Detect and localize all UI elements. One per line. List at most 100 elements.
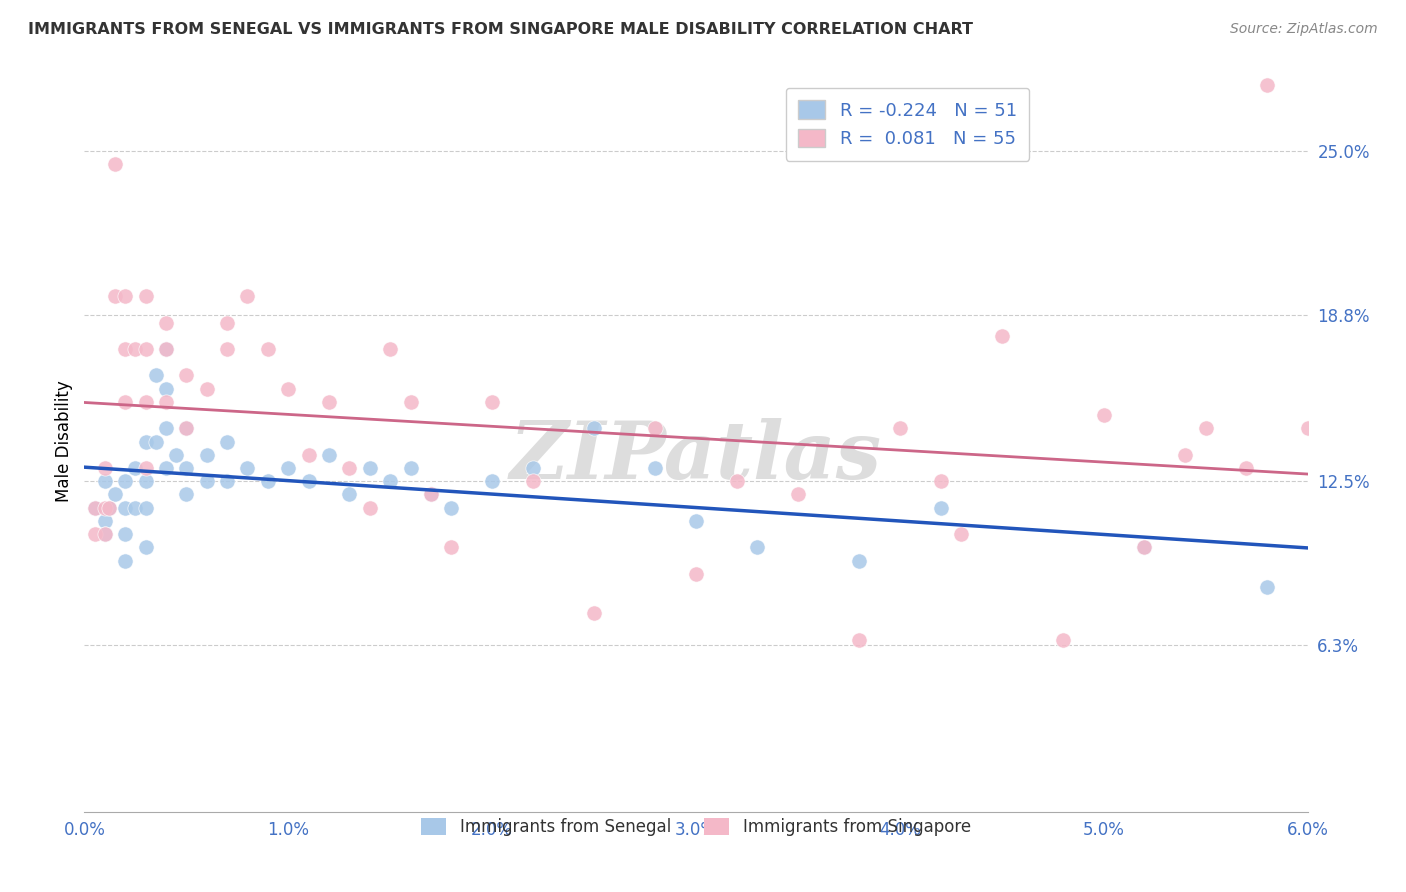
- Point: [889, 421, 911, 435]
- Point: [1236, 461, 1258, 475]
- Point: [1052, 632, 1074, 647]
- Point: [380, 342, 402, 356]
- Point: [93, 527, 117, 541]
- Point: [93, 461, 117, 475]
- Point: [114, 342, 136, 356]
- Point: [399, 461, 422, 475]
- Point: [257, 474, 280, 488]
- Point: [165, 448, 187, 462]
- Point: [83, 500, 105, 515]
- Text: Source: ZipAtlas.com: Source: ZipAtlas.com: [1230, 22, 1378, 37]
- Point: [1296, 421, 1319, 435]
- Point: [104, 157, 127, 171]
- Point: [583, 421, 606, 435]
- Point: [725, 474, 748, 488]
- Point: [97, 500, 120, 515]
- Point: [97, 500, 120, 515]
- Point: [991, 328, 1014, 343]
- Point: [155, 342, 177, 356]
- Text: IMMIGRANTS FROM SENEGAL VS IMMIGRANTS FROM SINGAPORE MALE DISABILITY CORRELATION: IMMIGRANTS FROM SENEGAL VS IMMIGRANTS FR…: [28, 22, 973, 37]
- Point: [83, 500, 105, 515]
- Point: [135, 474, 157, 488]
- Point: [124, 342, 146, 356]
- Point: [440, 500, 463, 515]
- Point: [848, 553, 870, 567]
- Point: [155, 316, 177, 330]
- Point: [1133, 541, 1156, 555]
- Legend: Immigrants from Senegal, Immigrants from Singapore: Immigrants from Senegal, Immigrants from…: [413, 809, 979, 844]
- Point: [583, 607, 606, 621]
- Point: [236, 461, 259, 475]
- Point: [114, 500, 136, 515]
- Point: [217, 316, 239, 330]
- Point: [257, 342, 280, 356]
- Point: [93, 514, 117, 528]
- Point: [93, 527, 117, 541]
- Point: [644, 461, 666, 475]
- Point: [124, 500, 146, 515]
- Point: [1092, 408, 1115, 422]
- Point: [195, 474, 218, 488]
- Point: [135, 395, 157, 409]
- Point: [929, 474, 952, 488]
- Point: [155, 382, 177, 396]
- Point: [298, 474, 321, 488]
- Point: [787, 487, 810, 501]
- Point: [929, 500, 952, 515]
- Point: [176, 421, 198, 435]
- Point: [135, 289, 157, 303]
- Point: [195, 382, 218, 396]
- Point: [145, 368, 167, 383]
- Point: [176, 461, 198, 475]
- Point: [135, 500, 157, 515]
- Point: [217, 474, 239, 488]
- Point: [1174, 448, 1197, 462]
- Point: [135, 461, 157, 475]
- Point: [950, 527, 973, 541]
- Point: [685, 566, 707, 581]
- Point: [318, 395, 340, 409]
- Point: [522, 461, 544, 475]
- Point: [298, 448, 321, 462]
- Point: [236, 289, 259, 303]
- Point: [420, 487, 443, 501]
- Point: [176, 487, 198, 501]
- Point: [114, 553, 136, 567]
- Point: [145, 434, 167, 449]
- Text: ZIPatlas: ZIPatlas: [510, 417, 882, 495]
- Point: [685, 514, 707, 528]
- Point: [93, 474, 117, 488]
- Point: [155, 342, 177, 356]
- Point: [359, 461, 381, 475]
- Point: [522, 474, 544, 488]
- Point: [176, 368, 198, 383]
- Point: [217, 342, 239, 356]
- Point: [440, 541, 463, 555]
- Point: [1256, 580, 1278, 594]
- Point: [124, 461, 146, 475]
- Point: [135, 541, 157, 555]
- Point: [114, 527, 136, 541]
- Y-axis label: Male Disability: Male Disability: [55, 381, 73, 502]
- Point: [155, 395, 177, 409]
- Point: [135, 342, 157, 356]
- Point: [481, 395, 503, 409]
- Point: [420, 487, 443, 501]
- Point: [644, 421, 666, 435]
- Point: [104, 487, 127, 501]
- Point: [339, 461, 361, 475]
- Point: [318, 448, 340, 462]
- Point: [217, 434, 239, 449]
- Point: [104, 289, 127, 303]
- Point: [481, 474, 503, 488]
- Point: [1195, 421, 1218, 435]
- Point: [155, 461, 177, 475]
- Point: [114, 474, 136, 488]
- Point: [176, 421, 198, 435]
- Point: [93, 500, 117, 515]
- Point: [114, 395, 136, 409]
- Point: [1133, 541, 1156, 555]
- Point: [399, 395, 422, 409]
- Point: [747, 541, 769, 555]
- Point: [83, 527, 105, 541]
